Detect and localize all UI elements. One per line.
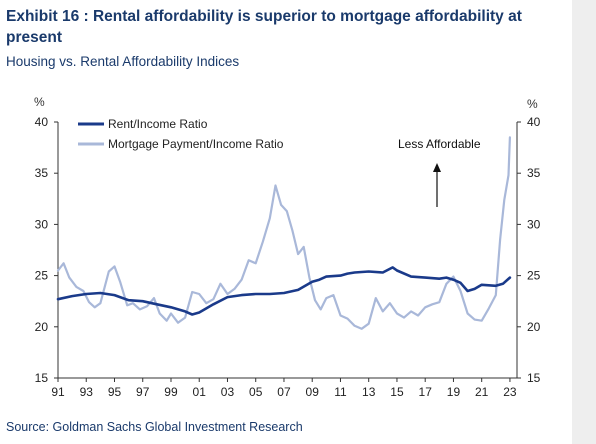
annotation-less-affordable: Less Affordable	[398, 137, 481, 151]
series-line-rent	[56, 266, 512, 316]
side-strip	[572, 0, 596, 444]
x-tick-label: 13	[362, 385, 376, 399]
right-tick-label: 35	[527, 166, 541, 180]
legend: Rent/Income Ratio Mortgage Payment/Income…	[78, 117, 284, 151]
x-tick-label: 91	[51, 385, 65, 399]
x-tick-label: 05	[249, 385, 263, 399]
left-axis-unit: %	[34, 95, 45, 109]
x-tick-label: 99	[164, 385, 178, 399]
left-tick-label: 25	[35, 269, 49, 283]
legend-label-mortgage: Mortgage Payment/Income Ratio	[108, 137, 284, 151]
x-tick-label: 15	[390, 385, 404, 399]
x-tick-label: 11	[334, 385, 347, 399]
left-tick-label: 20	[35, 320, 49, 334]
source-note: Source: Goldman Sachs Global Investment …	[6, 420, 303, 434]
x-tick-label: 17	[419, 385, 433, 399]
x-tick-label: 07	[277, 385, 291, 399]
chart-subtitle: Housing vs. Rental Affordability Indices	[6, 54, 240, 69]
x-tick-label: 93	[80, 385, 94, 399]
series-line-mortgage	[56, 136, 511, 330]
right-tick-label: 20	[527, 320, 541, 334]
left-tick-label: 40	[35, 115, 49, 129]
exhibit-title: Exhibit 16 : Rental affordability is sup…	[6, 8, 522, 46]
x-tick-label: 19	[447, 385, 461, 399]
left-tick-label: 30	[35, 217, 49, 231]
x-tick-label: 97	[136, 385, 150, 399]
left-tick-label: 15	[35, 371, 49, 385]
x-tick-label: 03	[221, 385, 235, 399]
left-tick-label: 35	[35, 166, 49, 180]
x-tick-label: 01	[193, 385, 207, 399]
x-tick-label: 09	[306, 385, 320, 399]
x-tick-label: 21	[475, 385, 489, 399]
legend-label-rent: Rent/Income Ratio	[108, 117, 208, 131]
right-tick-label: 25	[527, 269, 541, 283]
axes-layer: 15 15 20 20 25 25 30 30 35 35 40 40 91 93 95 97 99 01 03 05…	[35, 115, 541, 399]
right-tick-label: 15	[527, 371, 541, 385]
annotation-arrow-head	[433, 163, 441, 172]
right-tick-label: 30	[527, 217, 541, 231]
right-tick-label: 40	[527, 115, 541, 129]
right-axis-unit: %	[527, 97, 538, 111]
x-tick-label: 95	[108, 385, 122, 399]
x-tick-label: 23	[503, 385, 517, 399]
series-layer	[56, 136, 512, 330]
